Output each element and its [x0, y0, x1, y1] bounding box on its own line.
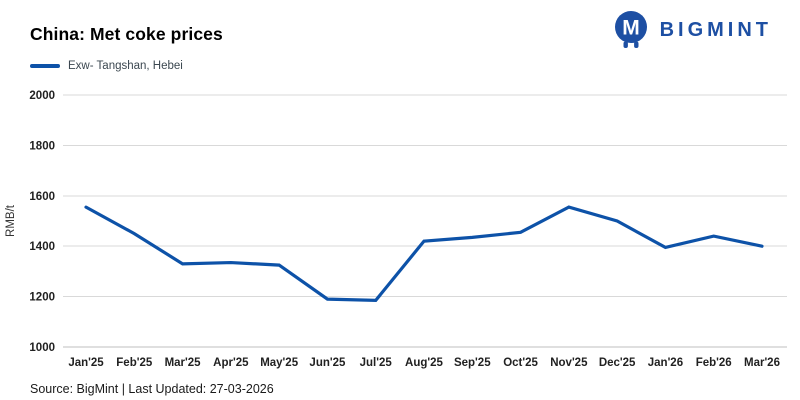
logo-monogram: M — [622, 17, 640, 40]
y-axis-title: RMB/t — [5, 204, 17, 237]
legend-label: Exw- Tangshan, Hebei — [68, 60, 183, 72]
y-tick-label: 1600 — [29, 191, 55, 203]
page-title: China: Met coke prices — [30, 24, 223, 44]
x-tick-label: Apr'25 — [213, 357, 249, 369]
chart-canvas: 1000 1200 1400 1600 1800 2000 RMB/t Jan'25 Feb'2… — [5, 90, 787, 369]
x-tick-label: Feb'26 — [696, 357, 732, 369]
x-tick-label: Mar'26 — [744, 357, 780, 369]
x-tick-label: Feb'25 — [116, 357, 153, 369]
source-note: Source: BigMint | Last Updated: 27-03-20… — [30, 382, 274, 396]
price-line-series — [84, 205, 764, 302]
x-tick-label: Jun'25 — [309, 357, 346, 369]
bigmint-logo: M BIGMINT — [614, 10, 772, 50]
x-tick-label: Oct'25 — [503, 357, 538, 369]
bigmint-wordmark: BIGMINT — [659, 18, 772, 41]
y-tick-label: 1800 — [29, 140, 55, 152]
y-tick-label: 1400 — [29, 241, 55, 253]
y-tick-label: 1200 — [29, 292, 55, 304]
x-tick-label: May'25 — [260, 357, 299, 369]
legend-line-swatch — [30, 64, 60, 68]
x-tick-label: Jan'26 — [648, 357, 683, 369]
bigmint-logo-icon: M — [614, 11, 647, 48]
x-tick-label: Aug'25 — [405, 357, 443, 369]
x-tick-label: Sep'25 — [454, 357, 491, 369]
y-tick-label: 2000 — [29, 90, 55, 102]
x-tick-label: Dec'25 — [599, 357, 636, 369]
x-tick-label: Jan'25 — [68, 357, 104, 369]
y-tick-label: 1000 — [29, 342, 55, 354]
x-tick-label: Mar'25 — [165, 357, 202, 369]
legend: Exw- Tangshan, Hebei — [30, 60, 183, 72]
x-tick-label: Nov'25 — [550, 357, 588, 369]
x-tick-label: Jul'25 — [360, 357, 393, 369]
